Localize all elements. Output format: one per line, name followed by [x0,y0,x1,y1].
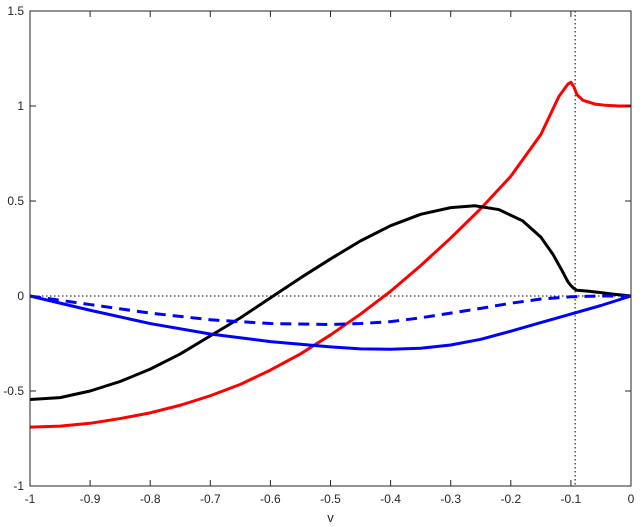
x-tick-label: -1 [25,492,36,506]
plot-area [30,11,631,486]
x-tick-label: -0.9 [80,492,101,506]
series-line-1 [29,80,631,429]
y-tick-label: 1 [17,99,24,113]
x-tick-label: -0.8 [140,492,161,506]
reference-lines [30,11,631,486]
y-axis-ticks: -1 -0.5 0 0.5 1 1.5 [3,4,631,493]
series-line-2 [29,204,632,402]
x-tick-label: -0.2 [500,492,521,506]
x-tick-label: -0.1 [561,492,582,506]
x-tick-label: -0.7 [200,492,221,506]
plot-background [30,11,631,486]
x-tick-label: -0.4 [380,492,401,506]
y-tick-label: 1.5 [7,4,24,18]
x-tick-label: 0 [628,492,635,506]
y-tick-label: -1 [13,479,24,493]
series-line-4 [29,294,631,326]
y-tick-label: -0.5 [3,384,24,398]
series-line-3 [29,294,632,351]
x-tick-label: -0.5 [320,492,341,506]
x-tick-label: -0.3 [440,492,461,506]
x-tick-label: -0.6 [260,492,281,506]
series-layer [29,80,632,429]
x-axis-ticks: -1 -0.9 -0.8 -0.7 -0.6 -0.5 -0.4 -0.3 -0.2 -0.1 0 [25,11,635,506]
x-axis-label: v [327,510,334,525]
y-tick-label: 0.5 [7,194,24,208]
y-tick-label: 0 [17,289,24,303]
